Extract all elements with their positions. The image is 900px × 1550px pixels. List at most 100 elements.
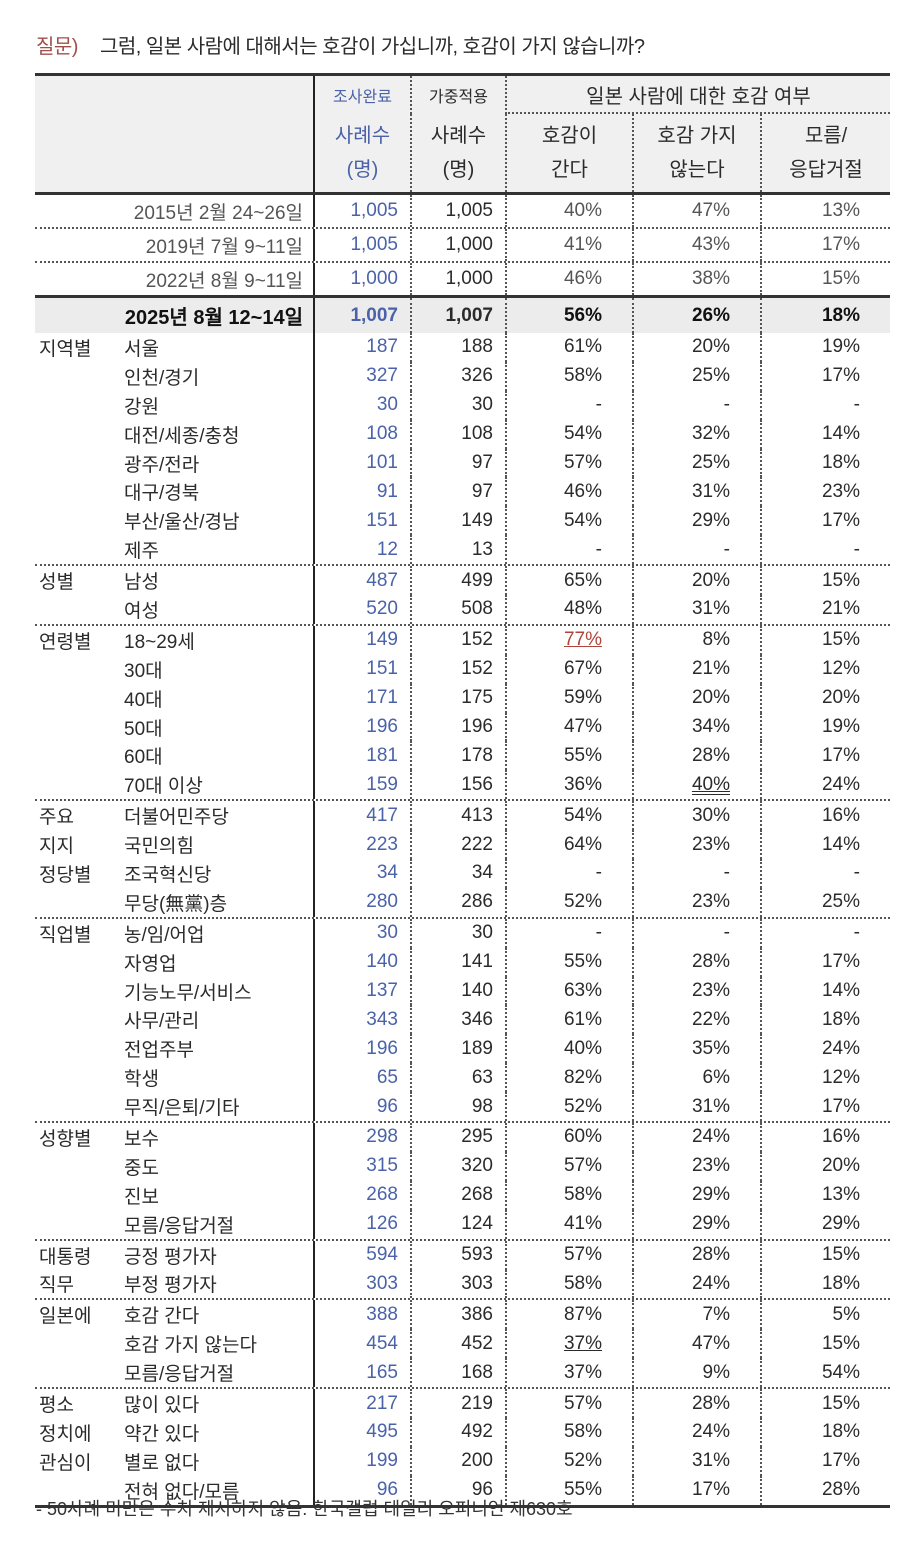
trend-row: 2015년 2월 24~26일 1,005 1,005 40% 47% 13% xyxy=(35,195,890,229)
sample-count-text: 12 xyxy=(376,538,398,560)
weighted-count: 508 xyxy=(410,595,505,624)
group-label-text: 직업별 xyxy=(39,924,92,946)
percent-cell-text: 47% xyxy=(563,716,602,738)
row-label-text: 자영업 xyxy=(124,953,177,975)
percent-cell-text: 24% xyxy=(691,1421,730,1443)
sample-count-text: 343 xyxy=(366,1008,398,1030)
sample-count: 187 xyxy=(313,333,410,362)
percent-cell: 18% xyxy=(760,1269,890,1299)
percent-cell-text: 9% xyxy=(702,1361,730,1383)
percent-cell-text: 18% xyxy=(821,1272,860,1294)
percent-cell-text: 28% xyxy=(691,744,730,766)
weighted-count: 1,000 xyxy=(410,263,505,295)
weighted-count: 156 xyxy=(410,770,505,800)
sample-count: 171 xyxy=(313,683,410,713)
row-group: 대통령 긍정 평가자 594 593 57% 28% 15% 직무 부정 평가자 303 303 58… xyxy=(35,1238,890,1299)
percent-cell-text: 55% xyxy=(563,1479,602,1501)
row-label-text: 부산/울산/경남 xyxy=(124,512,240,534)
sample-count: 223 xyxy=(313,830,410,860)
sample-count-text: 1,007 xyxy=(350,304,398,326)
row-group: 성별 남성 487 499 65% 20% 15% 여성 520 508 48% 31% 21% xyxy=(35,564,890,624)
group-label-text: 정치에 xyxy=(39,1423,92,1445)
sample-count-text: 223 xyxy=(366,833,398,855)
percent-cell-text: 31% xyxy=(691,1095,730,1117)
percent-cell-text: 17% xyxy=(821,744,860,766)
row-label-text: 약간 있다 xyxy=(124,1423,200,1445)
weighted-count: 140 xyxy=(410,976,505,1006)
percent-cell-text: 25% xyxy=(691,365,730,387)
group-label-text: 직무 xyxy=(39,1275,74,1297)
percent-cell-text: - xyxy=(723,862,730,884)
sample-count: 91 xyxy=(313,477,410,507)
sample-count: 487 xyxy=(313,566,410,596)
group-label xyxy=(35,948,120,977)
weighted-count-text: 156 xyxy=(461,773,493,795)
sample-count: 34 xyxy=(313,859,410,888)
percent-cell: 36% xyxy=(505,770,632,800)
weighted-count: 30 xyxy=(410,918,505,948)
row-label-text: 국민의힘 xyxy=(124,836,194,858)
percent-cell-text: 58% xyxy=(563,1421,602,1443)
weighted-count-text: 346 xyxy=(461,1008,493,1030)
crosstab-table: 조사완료 가중적용 일본 사람에 대한 호감 여부 사례수 (명) 사례수 (명) … xyxy=(35,73,890,1508)
row-label: 국민의힘 xyxy=(120,830,313,859)
percent-cell: 22% xyxy=(632,1005,760,1035)
row-group: 연령별 18~29세 149 152 77% 8% 15% 30대 151 152 67% 21% 12… xyxy=(35,623,890,800)
question-text: 그럼, 일본 사람에 대해서는 호감이 가십니까, 호감이 가지 않습니까? xyxy=(99,36,645,58)
percent-cell: 18% xyxy=(760,1005,890,1035)
sample-count: 30 xyxy=(313,918,410,948)
percent-cell-text: 14% xyxy=(821,423,860,445)
percent-cell-text: - xyxy=(595,862,602,884)
weighted-count-text: 286 xyxy=(461,891,493,913)
row-label-text: 더불어민주당 xyxy=(124,807,229,829)
row-label-text: 40대 xyxy=(124,689,163,711)
group-label xyxy=(35,1034,120,1063)
percent-cell-text: 52% xyxy=(563,1450,602,1472)
percent-cell-text: 8% xyxy=(702,629,730,651)
percent-cell: 24% xyxy=(760,1034,890,1064)
weighted-count: 149 xyxy=(410,506,505,536)
percent-cell-text: 19% xyxy=(821,716,860,738)
sample-count-text: 454 xyxy=(366,1332,398,1354)
percent-cell-text: 28% xyxy=(691,951,730,973)
percent-cell: 17% xyxy=(760,741,890,771)
weighted-count-text: 98 xyxy=(471,1095,493,1117)
percent-cell-text: 38% xyxy=(691,268,730,289)
table-row: 사무/관리 343 346 61% 22% 18% xyxy=(35,1005,890,1035)
percent-cell-text: 18% xyxy=(821,452,860,473)
percent-cell: 21% xyxy=(760,595,890,624)
percent-cell: 64% xyxy=(505,830,632,860)
sample-count-text: 187 xyxy=(366,336,398,358)
percent-cell: 15% xyxy=(760,1240,890,1270)
sample-count: 343 xyxy=(313,1005,410,1035)
row-label-text: 30대 xyxy=(124,660,163,682)
trend-row: 2022년 8월 9~11일 1,000 1,000 46% 38% 15% xyxy=(35,263,890,295)
group-label-text: 대통령 xyxy=(39,1246,92,1268)
sample-count-text: 199 xyxy=(366,1450,398,1472)
row-label-text: 부정 평가자 xyxy=(124,1275,217,1297)
footnote: - 50사례 미만은 수치 제시하지 않음. 한국갤럽 데일리 오피니언 제63… xyxy=(36,1499,573,1519)
percent-cell-text: 57% xyxy=(563,1392,602,1414)
sample-count-text: 487 xyxy=(366,569,398,591)
percent-cell-text: 31% xyxy=(691,598,730,620)
row-label: 보수 xyxy=(120,1123,313,1152)
group-label: 평소 xyxy=(35,1389,120,1418)
sample-count-text: 303 xyxy=(366,1272,398,1294)
percent-cell: 19% xyxy=(760,333,890,362)
group-label: 관심이 xyxy=(35,1447,120,1476)
row-label: 약간 있다 xyxy=(120,1418,313,1447)
group-label xyxy=(35,1329,120,1358)
sample-count-text: 96 xyxy=(376,1095,398,1117)
percent-cell-text: - xyxy=(853,922,860,944)
row-label-text: 농/임/어업 xyxy=(124,924,205,946)
sample-count: 101 xyxy=(313,448,410,478)
group-label xyxy=(35,741,120,770)
percent-cell: 41% xyxy=(505,229,632,261)
percent-cell-text: 15% xyxy=(821,629,860,651)
sample-count: 594 xyxy=(313,1240,410,1270)
percent-cell: 65% xyxy=(505,566,632,596)
percent-cell-text: 30% xyxy=(691,804,730,826)
group-label xyxy=(35,1181,120,1210)
group-label xyxy=(35,362,120,391)
row-label: 서울 xyxy=(120,333,313,362)
